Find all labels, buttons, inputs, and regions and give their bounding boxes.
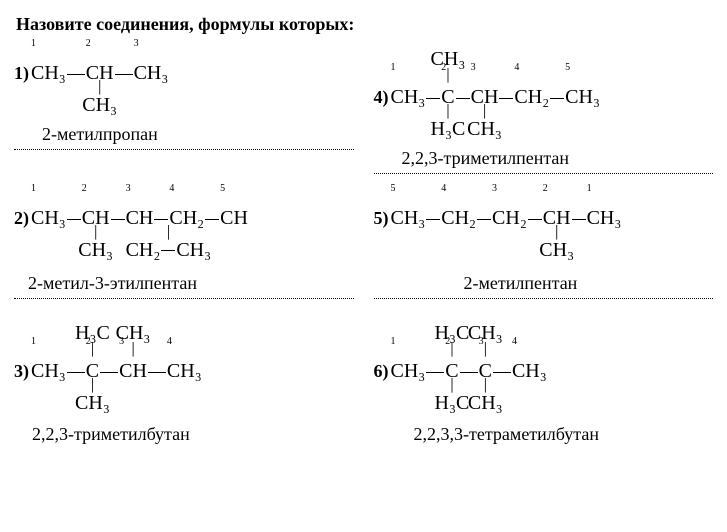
structure-4: 1CH₃ 2C CH₃│ │H₃C 3CH │CH₃ 4CH₂ <box>391 73 600 107</box>
structure-6: 1CH₃ 2C H₃C│ │H₃C 3C CH₃│ │CH₃ 4CH₃ <box>391 347 547 381</box>
structure-2: 1CH₃ 2CH │CH₃ 3CH │ CH₂CH₃ 4CH₂ <box>31 194 248 228</box>
item-number: 3) <box>14 347 29 382</box>
bond <box>67 74 85 75</box>
divider <box>14 149 354 150</box>
item-number: 5) <box>374 194 389 229</box>
cell-1: 1) 1CH₃ 2CH │CH₃ 3CH₃ 2-метилпропан <box>14 49 354 194</box>
cell-3: 3) 1CH₃ 2C H₃C│ │CH₃ 3CH CH₃│ <box>14 319 354 455</box>
divider <box>14 298 354 299</box>
cell-5: 5) 5CH₃ 4CH₂ 3CH₂ 2CH │CH₃ 1CH₃ <box>374 194 714 319</box>
cell-2: 2) 1CH₃ 2CH │CH₃ 3CH │ CH₂CH₃ <box>14 194 354 319</box>
formula-row-3: 3) 1CH₃ 2C H₃C│ │CH₃ 3CH CH₃│ <box>14 347 354 382</box>
cell-4: 4) 1CH₃ 2C CH₃│ │H₃C 3CH │CH₃ <box>374 49 714 194</box>
item-number: 4) <box>374 73 389 108</box>
divider <box>374 173 714 174</box>
item-number: 2) <box>14 194 29 229</box>
bond <box>115 74 133 75</box>
formula-grid: 1) 1CH₃ 2CH │CH₃ 3CH₃ 2-метилпропан <box>14 49 713 455</box>
formula-row-6: 6) 1CH₃ 2C H₃C│ │H₃C 3C CH₃│ │CH₃ <box>374 347 714 382</box>
formula-row-4: 4) 1CH₃ 2C CH₃│ │H₃C 3CH │CH₃ <box>374 73 714 108</box>
compound-name: 2,2,3,3-тетраметилбутан <box>374 424 714 445</box>
cell-6: 6) 1CH₃ 2C H₃C│ │H₃C 3C CH₃│ │CH₃ <box>374 319 714 455</box>
compound-name: 2,2,3-триметилпентан <box>374 148 714 169</box>
page: Назовите соединения, формулы которых: 1)… <box>0 0 727 532</box>
compound-name: 2-метил-3-этилпентан <box>14 273 354 294</box>
structure-5: 5CH₃ 4CH₂ 3CH₂ 2CH │CH₃ 1CH₃ <box>391 194 622 228</box>
formula-row-2: 2) 1CH₃ 2CH │CH₃ 3CH │ CH₂CH₃ <box>14 194 354 229</box>
structure-1: 1CH₃ 2CH │CH₃ 3CH₃ <box>31 49 168 83</box>
compound-name: 2-метилпентан <box>374 273 714 294</box>
compound-name: 2,2,3-триметилбутан <box>14 424 354 445</box>
item-number: 1) <box>14 49 29 84</box>
item-number: 6) <box>374 347 389 382</box>
page-title: Назовите соединения, формулы которых: <box>16 14 713 35</box>
structure-3: 1CH₃ 2C H₃C│ │CH₃ 3CH CH₃│ 4CH₃ <box>31 347 202 381</box>
formula-row-1: 1) 1CH₃ 2CH │CH₃ 3CH₃ <box>14 49 354 84</box>
formula-row-5: 5) 5CH₃ 4CH₂ 3CH₂ 2CH │CH₃ 1CH₃ <box>374 194 714 229</box>
compound-name: 2-метилпропан <box>14 124 354 145</box>
divider <box>374 298 714 299</box>
